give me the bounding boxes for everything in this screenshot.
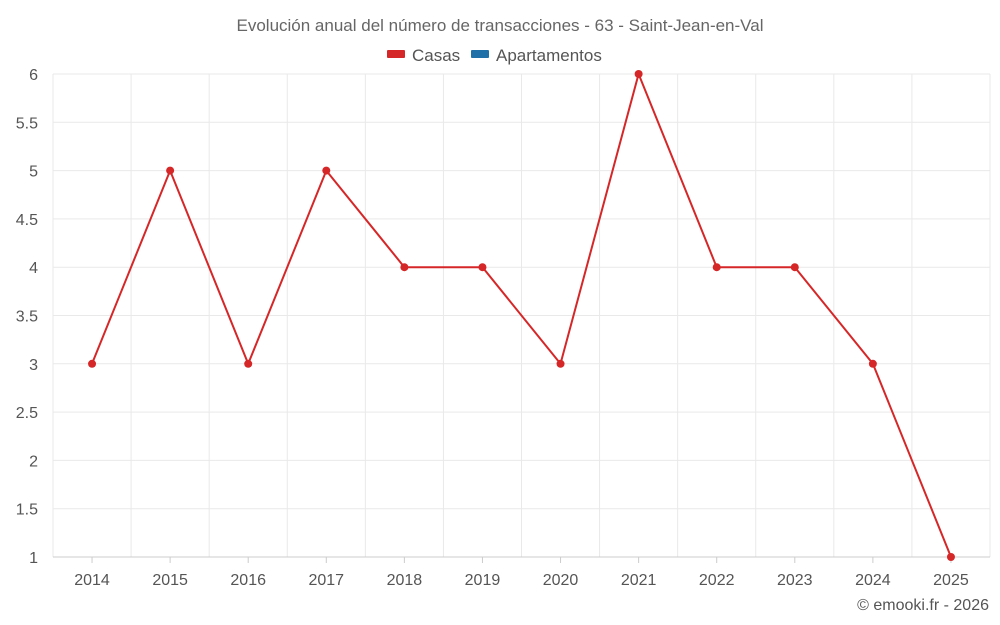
y-tick-label: 3 <box>29 357 38 374</box>
x-tick-label: 2017 <box>308 572 344 589</box>
data-point-casas[interactable] <box>88 359 97 368</box>
x-tick-label: 2016 <box>230 572 266 589</box>
x-tick-label: 2023 <box>777 572 813 589</box>
legend-label-apartamentos: Apartamentos <box>496 46 602 65</box>
legend-item-casas[interactable]: Casas <box>387 46 460 65</box>
y-tick-label: 1.5 <box>16 502 38 519</box>
chart-title: Evolución anual del número de transaccio… <box>237 16 764 35</box>
x-tick-label: 2019 <box>465 572 501 589</box>
y-tick-label: 5 <box>29 164 38 181</box>
x-tick-label: 2020 <box>543 572 579 589</box>
y-tick-label: 4 <box>29 260 38 277</box>
data-point-casas[interactable] <box>478 263 487 272</box>
legend-item-apartamentos[interactable]: Apartamentos <box>471 46 602 65</box>
legend-swatch-casas <box>387 50 405 58</box>
x-tick-label: 2024 <box>855 572 891 589</box>
x-axis-ticks: 2014 2015 2016 2017 2018 2019 2020 2021 2022 2023… <box>74 557 969 589</box>
data-point-casas[interactable] <box>946 553 955 561</box>
y-tick-label: 1 <box>29 550 38 567</box>
x-tick-label: 2018 <box>387 572 423 589</box>
series-casas <box>88 70 955 561</box>
credit-text: © emooki.fr - 2026 <box>857 597 989 614</box>
legend-swatch-apartamentos <box>471 50 489 58</box>
y-tick-label: 6 <box>29 67 38 84</box>
data-point-casas[interactable] <box>712 263 721 272</box>
data-point-casas[interactable] <box>322 166 331 175</box>
data-point-casas[interactable] <box>556 359 565 368</box>
data-point-casas[interactable] <box>790 263 799 272</box>
y-tick-label: 2 <box>29 453 38 470</box>
x-tick-label: 2022 <box>699 572 735 589</box>
x-tick-label: 2015 <box>152 572 188 589</box>
legend: Casas Apartamentos <box>387 46 602 65</box>
x-tick-label: 2021 <box>621 572 657 589</box>
legend-label-casas: Casas <box>412 46 460 65</box>
data-point-casas[interactable] <box>400 263 409 272</box>
data-point-casas[interactable] <box>868 359 877 368</box>
x-tick-label: 2014 <box>74 572 110 589</box>
data-point-casas[interactable] <box>166 166 175 175</box>
y-tick-label: 5.5 <box>16 115 38 132</box>
series-line-casas <box>91 73 952 558</box>
x-tick-label: 2025 <box>933 572 969 589</box>
y-tick-label: 3.5 <box>16 309 38 326</box>
data-point-casas[interactable] <box>244 359 253 368</box>
y-tick-label: 4.5 <box>16 212 38 229</box>
data-point-casas[interactable] <box>634 70 643 78</box>
y-tick-label: 2.5 <box>16 405 38 422</box>
y-axis-ticks: 1 1.5 2 2.5 3 3.5 4 4.5 5 5.5 6 <box>16 67 38 567</box>
